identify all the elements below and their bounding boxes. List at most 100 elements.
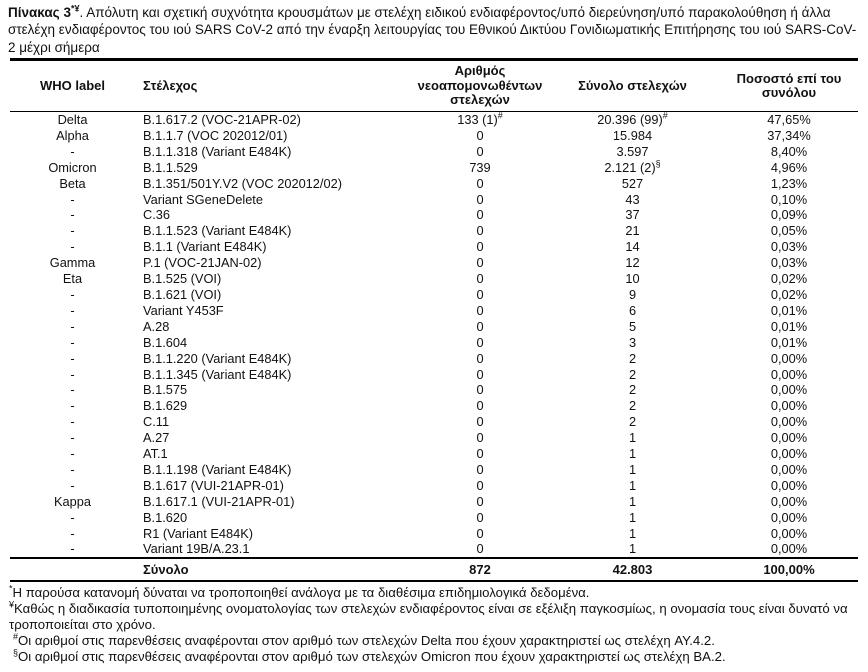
cell-strain: B.1.1.198 (Variant E484K)	[143, 461, 292, 477]
cell-total-strains: 1	[628, 461, 637, 477]
cell-total-strains: 1	[628, 477, 637, 493]
table-row: - B.1.1.220 (Variant E484K) 0 2 0,00%	[10, 351, 858, 367]
cell-total-strains: 1	[628, 509, 637, 525]
caption-superscript: *¥	[70, 3, 80, 14]
table-caption-number: Πίνακας 3*¥	[8, 3, 80, 20]
cell-new-isolates: 0	[476, 414, 484, 430]
cell-who-label: -	[70, 509, 75, 525]
footnote-nomenclature: ¥Καθώς η διαδικασία τυποποιημένης ονοματ…	[9, 600, 860, 633]
cell-new-isolates: 0	[476, 127, 484, 143]
cell-percentage: 0,00%	[770, 350, 808, 366]
cell-strain: B.1.617.2 (VOC-21APR-02)	[143, 112, 301, 127]
cell-new-isolates: 0	[476, 318, 484, 334]
cell-total-strains: 527	[621, 175, 644, 191]
cell-who-label: -	[70, 318, 75, 334]
cell-new-isolates: 0	[476, 191, 484, 207]
footnote-marker: *	[9, 583, 13, 594]
header-strain: Στέλεχος	[135, 59, 415, 112]
cell-percentage: 0,10%	[770, 191, 808, 207]
total-percentage: 100,00%	[720, 557, 858, 582]
table-row: - B.1.617 (VUI-21APR-01) 0 1 0,00%	[10, 478, 858, 494]
cell-strain: P.1 (VOC-21JAN-02)	[143, 255, 262, 271]
table-row: Alpha B.1.1.7 (VOC 202012/01) 0 15.984 37,34…	[10, 128, 858, 144]
cell-total-strains: 2	[628, 382, 637, 398]
cell-new-isolates: 0	[476, 175, 484, 191]
cell-percentage: 0,00%	[770, 366, 808, 382]
cell-percentage: 0,00%	[770, 509, 808, 525]
table-caption: Πίνακας 3*¥. Απόλυτη και σχετική συχνότη…	[8, 4, 860, 56]
cell-strain: A.28	[143, 318, 170, 334]
footnote-text: Οι αριθμοί στις παρενθέσεις αναφέρονται …	[18, 633, 715, 649]
footnote-marker: §	[13, 647, 19, 658]
table-row: - B.1.1.345 (Variant E484K) 0 2 0,00%	[10, 367, 858, 383]
cell-strain: B.1.1.318 (Variant E484K)	[143, 143, 292, 159]
cell-percentage: 0,00%	[770, 382, 808, 398]
table-footer: Σύνολο 872 42.803 100,00%	[10, 557, 858, 582]
cell-percentage: 0,00%	[770, 398, 808, 414]
cell-total-strains: 43	[625, 191, 640, 207]
cell-total-strains: 5	[628, 318, 637, 334]
footnote-distribution: *Η παρούσα κατανομή δύναται να τροποποιη…	[9, 583, 860, 601]
cell-who-label: -	[70, 191, 75, 207]
total-cell-who	[10, 557, 135, 582]
header-new-isolates: Αριθμός νεοαπομονωθέντων στελεχών	[415, 59, 545, 112]
cell-who-label: -	[70, 143, 75, 159]
table-row: - A.27 0 1 0,00%	[10, 430, 858, 446]
table-row: - B.1.620 0 1 0,00%	[10, 510, 858, 526]
cell-strain: B.1.1.220 (Variant E484K)	[143, 350, 292, 366]
cell-strain: B.1.617 (VUI-21APR-01)	[143, 477, 284, 493]
cell-total-strains: 1	[628, 446, 637, 462]
cell-percentage: 0,00%	[770, 414, 808, 430]
cell-who-label: -	[70, 541, 75, 557]
cell-who-label: -	[70, 398, 75, 414]
cell-percentage: 4,96%	[770, 159, 808, 175]
cell-new-isolates: 0	[476, 493, 484, 509]
cell-superscript: §	[655, 159, 661, 169]
header-percentage: Ποσοστό επί του συνόλου	[720, 59, 858, 112]
table-row: Kappa B.1.617.1 (VUI-21APR-01) 0 1 0,00%	[10, 494, 858, 510]
cell-percentage: 0,00%	[770, 430, 808, 446]
cell-strain: B.1.575	[143, 382, 188, 398]
cell-percentage: 0,00%	[770, 461, 808, 477]
cell-new-isolates: 0	[476, 255, 484, 271]
cell-who-label: -	[70, 525, 75, 541]
cell-who-label: -	[70, 430, 75, 446]
cell-new-isolates: 0	[476, 271, 484, 287]
cell-who-label: -	[70, 446, 75, 462]
cell-strain: AT.1	[143, 446, 168, 462]
cell-who-label: -	[70, 286, 75, 302]
cell-new-isolates: 739	[469, 159, 491, 175]
cell-strain: C.11	[143, 414, 170, 430]
footnote-text: Η παρούσα κατανομή δύναται να τροποποιηθ…	[12, 585, 590, 601]
cell-new-isolates: 0	[476, 366, 484, 382]
cell-new-isolates: 0	[476, 525, 484, 541]
cell-new-isolates: 0	[476, 207, 484, 223]
table-row: - C.36 0 37 0,09%	[10, 207, 858, 223]
table-row: - B.1.629 0 2 0,00%	[10, 398, 858, 414]
cell-total-strains: 21	[625, 223, 640, 239]
cell-new-isolates: 0	[476, 334, 484, 350]
cell-total-strains: 2.121 (2)§	[604, 159, 661, 175]
table-row: - A.28 0 5 0,01%	[10, 319, 858, 335]
cell-total-strains: 37	[625, 207, 640, 223]
cell-strain: B.1.629	[143, 398, 188, 414]
cell-total-strains: 2	[628, 350, 637, 366]
cell-total-strains: 3.597	[616, 143, 649, 159]
cell-who-label: -	[70, 461, 75, 477]
footnotes: *Η παρούσα κατανομή δύναται να τροποποιη…	[9, 583, 860, 665]
cell-strain: C.36	[143, 207, 171, 223]
variants-table: WHO label Στέλεχος Αριθμός νεοαπομονωθέν…	[10, 58, 858, 583]
cell-percentage: 0,00%	[770, 446, 808, 462]
table-row: Beta B.1.351/501Y.V2 (VOC 202012/02) 0 527 1…	[10, 176, 858, 192]
table-row: Eta B.1.525 (VOI) 0 10 0,02%	[10, 271, 858, 287]
cell-total-strains: 1	[628, 541, 637, 557]
footnote-delta-ay42: #Οι αριθμοί στις παρενθέσεις αναφέρονται…	[9, 632, 860, 649]
cell-total-strains: 10	[625, 271, 640, 287]
table-row: - B.1.1.318 (Variant E484K) 0 3.597 8,40%	[10, 144, 858, 160]
table-row: Omicron B.1.1.529 739 2.121 (2)§ 4,96%	[10, 160, 858, 176]
table-row: - B.1.621 (VOI) 0 9 0,02%	[10, 287, 858, 303]
cell-percentage: 0,00%	[770, 541, 808, 557]
cell-new-isolates: 0	[476, 350, 484, 366]
cell-percentage: 0,02%	[770, 271, 808, 287]
cell-strain: B.1.620	[143, 509, 188, 525]
